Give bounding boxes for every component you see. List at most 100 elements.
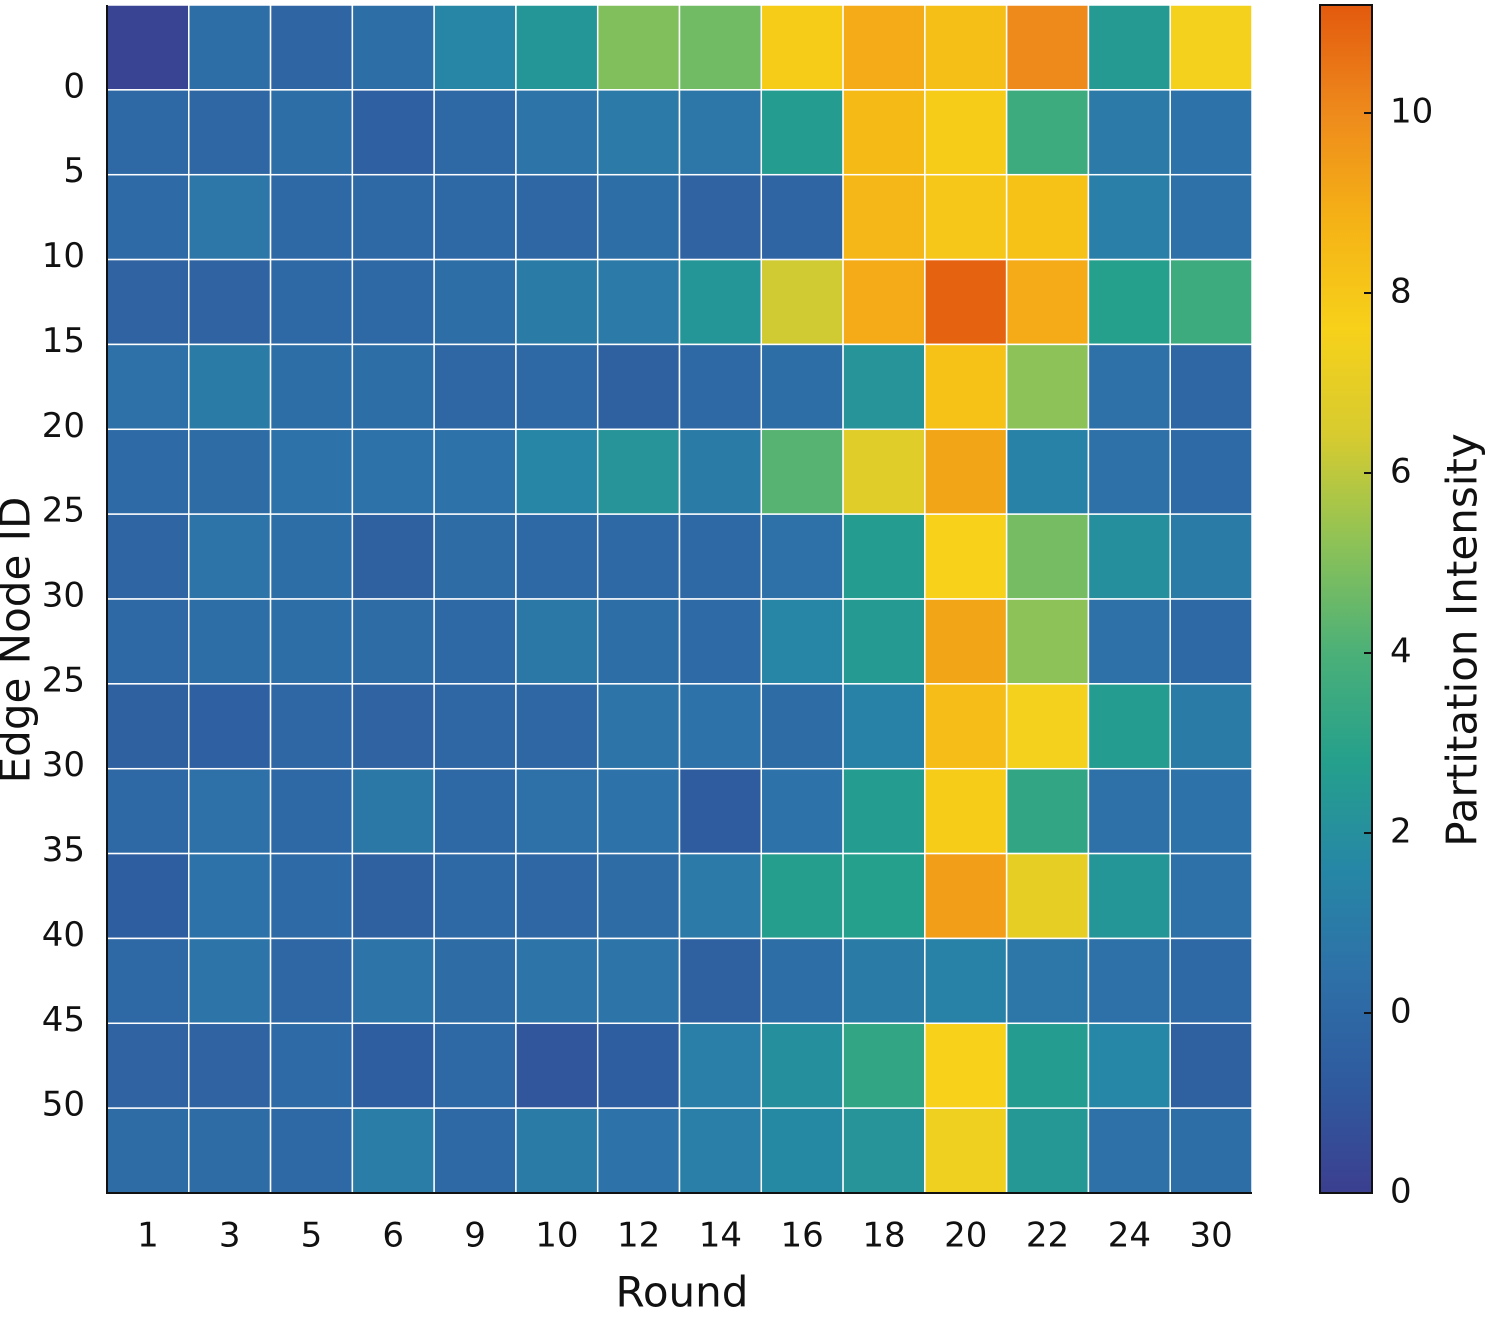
heatmap-cell	[678, 852, 763, 940]
heatmap-cell	[842, 1022, 926, 1109]
heatmap-cell	[1005, 1107, 1090, 1194]
colorbar-label: Partitation Intensity	[1438, 433, 1487, 846]
heatmap-cell	[1087, 513, 1171, 600]
heatmap-cell	[596, 343, 681, 431]
heatmap-cell	[1169, 1107, 1253, 1194]
heatmap-cell	[924, 598, 1008, 685]
heatmap-cell	[351, 428, 435, 515]
heatmap-cell	[924, 1022, 1008, 1109]
heatmap-cell	[760, 598, 844, 685]
heatmap-cell	[596, 683, 681, 770]
heatmap-cell	[678, 767, 763, 855]
y-axis-label: Edge Node ID	[0, 497, 40, 784]
heatmap-cell	[1087, 258, 1171, 346]
colorbar-tick-label: 0	[1390, 992, 1412, 1032]
heatmap-cell	[515, 1022, 599, 1109]
heatmap-cell	[924, 343, 1008, 431]
heatmap-cell	[924, 937, 1008, 1025]
heatmap-cell	[596, 937, 681, 1025]
heatmap-cell	[924, 852, 1008, 940]
x-tick-label: 6	[382, 1216, 404, 1256]
heatmap-cell	[515, 767, 599, 855]
heatmap-cell	[596, 258, 681, 346]
heatmap-cell	[269, 258, 354, 346]
heatmap-cell	[1169, 89, 1253, 176]
heatmap-cell	[1169, 598, 1253, 685]
heatmap-cell	[351, 598, 435, 685]
heatmap-cell	[1169, 343, 1253, 431]
heatmap-cell	[842, 258, 926, 346]
heatmap-cell	[760, 1107, 844, 1194]
y-tick-label: 0	[63, 66, 85, 106]
heatmap-cell	[188, 937, 272, 1025]
heatmap-cell	[596, 4, 681, 91]
heatmap-cell	[515, 258, 599, 346]
heatmap-cell	[188, 513, 272, 600]
heatmap-cell	[106, 1022, 190, 1109]
heatmap-cell	[1005, 343, 1090, 431]
heatmap-cell	[1169, 1022, 1253, 1109]
heatmap-cell	[269, 1022, 354, 1109]
heatmap-cell	[760, 428, 844, 515]
heatmap-cell	[760, 89, 844, 176]
heatmap-cell	[678, 89, 763, 176]
heatmap-cell	[1087, 428, 1171, 515]
heatmap-cell	[678, 343, 763, 431]
heatmap-cell	[188, 1107, 272, 1194]
heatmap-cell	[924, 173, 1008, 261]
heatmap-cell	[596, 767, 681, 855]
heatmap-cell	[924, 89, 1008, 176]
heatmap-cell	[1087, 1022, 1171, 1109]
x-axis-label: Round	[616, 1268, 749, 1317]
heatmap-cell	[515, 513, 599, 600]
heatmap-cell	[269, 4, 354, 91]
heatmap-cell	[1087, 852, 1171, 940]
heatmap-cell	[433, 937, 517, 1025]
heatmap-cell	[351, 343, 435, 431]
heatmap-cell	[515, 4, 599, 91]
y-tick-label: 25	[42, 491, 85, 531]
heatmap-cell	[1169, 258, 1253, 346]
heatmap-cell	[515, 852, 599, 940]
heatmap-cell	[760, 173, 844, 261]
heatmap-cell	[188, 89, 272, 176]
x-tick-label: 5	[301, 1216, 323, 1256]
heatmap-cell	[1005, 428, 1090, 515]
x-tick-label: 14	[699, 1216, 742, 1256]
heatmap-cell	[924, 428, 1008, 515]
heatmap-cell	[433, 4, 517, 91]
heatmap-cell	[924, 1107, 1008, 1194]
heatmap-cell	[842, 89, 926, 176]
heatmap-cell	[351, 173, 435, 261]
heatmap-cell	[760, 343, 844, 431]
heatmap-cell	[1087, 4, 1171, 91]
y-tick-label: 50	[42, 1085, 85, 1125]
heatmap-cell	[433, 1107, 517, 1194]
y-tick-label: 15	[42, 321, 85, 361]
y-tick-label: 25	[42, 660, 85, 700]
heatmap-cell	[515, 683, 599, 770]
heatmap-cell	[842, 683, 926, 770]
heatmap-cell	[760, 258, 844, 346]
heatmap-cell	[351, 1022, 435, 1109]
y-tick-label: 45	[42, 1000, 85, 1040]
colorbar	[1319, 4, 1373, 1194]
heatmap-cell	[678, 428, 763, 515]
heatmap-cell	[1087, 173, 1171, 261]
heatmap-cell	[678, 598, 763, 685]
heatmap-cell	[1005, 173, 1090, 261]
heatmap-cell	[515, 428, 599, 515]
heatmap-cell	[515, 343, 599, 431]
heatmap-cell	[760, 767, 844, 855]
colorbar-tick-label: 0	[1390, 1172, 1412, 1212]
heatmap-cell	[106, 767, 190, 855]
heatmap-cell	[596, 513, 681, 600]
heatmap-cell	[760, 4, 844, 91]
heatmap-cell	[1087, 767, 1171, 855]
heatmap-cell	[760, 852, 844, 940]
heatmap-cell	[1005, 683, 1090, 770]
heatmap-cell	[1005, 258, 1090, 346]
heatmap-cell	[433, 428, 517, 515]
heatmap-cell	[678, 258, 763, 346]
